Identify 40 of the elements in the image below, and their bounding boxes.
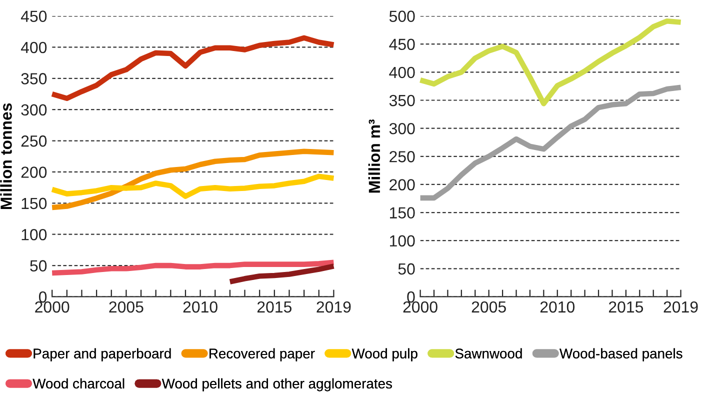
legend-label: Sawnwood — [455, 348, 522, 358]
y-tick-label: 150 — [22, 198, 47, 210]
y-tick-label: 50 — [30, 260, 47, 272]
y-tick-label: 350 — [21, 73, 47, 84]
x-tick-label: 2015 — [257, 301, 292, 313]
y-tick-label: 400 — [20, 42, 47, 54]
legend-label: Wood pulp — [352, 348, 418, 362]
y-tick-label: 500 — [389, 10, 415, 22]
y-axis-title: Million tonnes — [0, 103, 12, 209]
y-tick-label: 200 — [21, 166, 47, 178]
x-tick-label: 2010 — [540, 301, 575, 313]
y-tick-label: 50 — [398, 263, 415, 275]
y-tick-label: 0 — [407, 291, 415, 303]
y-axis-title: Million m³ — [368, 119, 380, 193]
x-tick-label: 2015 — [608, 301, 644, 313]
y-tick-label: 400 — [389, 66, 415, 78]
y-tick-label: 350 — [389, 94, 415, 106]
x-tick-label: 2019 — [664, 301, 698, 313]
x-tick-label: 2000 — [35, 301, 70, 313]
y-tick-label: 100 — [390, 235, 415, 247]
y-tick-label: 250 — [390, 151, 415, 162]
y-tick-label: 250 — [21, 135, 47, 147]
x-tick-label: 2005 — [109, 301, 144, 313]
legend-label: Wood-based panels — [560, 348, 682, 362]
y-tick-label: 300 — [389, 122, 415, 134]
x-tick-label: 2000 — [403, 301, 438, 313]
y-tick-label: 200 — [390, 179, 415, 190]
x-tick-label: 2005 — [472, 301, 506, 313]
y-tick-label: 300 — [21, 104, 47, 116]
y-tick-label: 100 — [22, 228, 47, 240]
legend-label: Paper and paperboard — [34, 348, 171, 362]
y-tick-label: 150 — [390, 207, 415, 218]
y-tick-label: 450 — [389, 38, 415, 50]
legend-label: Wood charcoal — [32, 378, 124, 389]
legend-label: Recovered paper — [210, 348, 315, 362]
y-tick-label: 450 — [20, 10, 47, 22]
y-tick-label: 0 — [38, 291, 47, 303]
x-tick-label: 2019 — [316, 301, 351, 313]
x-tick-label: 2010 — [183, 301, 218, 313]
legend-label: Wood pellets and other agglomerates — [162, 378, 392, 392]
